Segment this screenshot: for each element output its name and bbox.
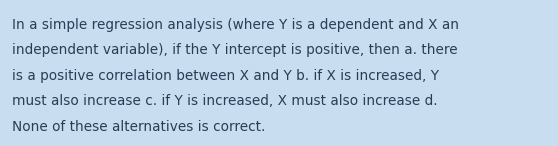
Text: In a simple regression analysis (where Y is a dependent and X an: In a simple regression analysis (where Y… (12, 18, 459, 32)
Text: None of these alternatives is correct.: None of these alternatives is correct. (12, 120, 266, 134)
Text: must also increase c. if Y is increased, X must also increase d.: must also increase c. if Y is increased,… (12, 94, 438, 108)
Text: is a positive correlation between X and Y b. if X is increased, Y: is a positive correlation between X and … (12, 69, 439, 83)
Text: independent variable), if the Y intercept is positive, then a. there: independent variable), if the Y intercep… (12, 43, 458, 57)
